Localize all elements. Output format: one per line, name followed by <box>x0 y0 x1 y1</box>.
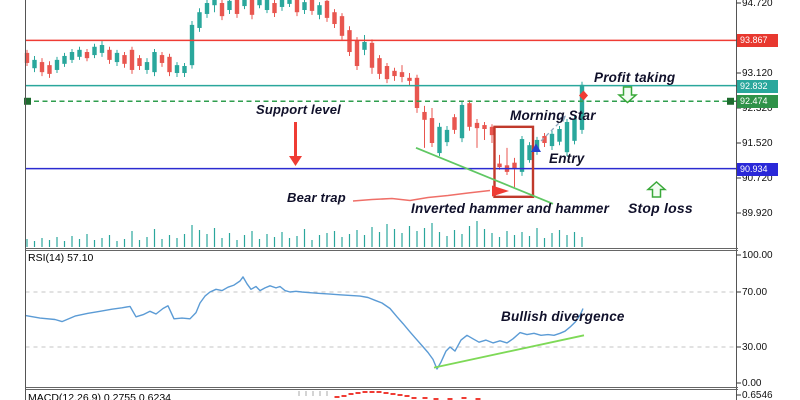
axis-tick-label: 92.320 <box>742 103 773 114</box>
axis-tick-label: 100.00 <box>742 250 773 261</box>
price-level-badge: 90.934 <box>737 162 778 176</box>
entry-annotation: Entry <box>549 151 585 166</box>
inverted-hammer-annotation: Inverted hammer and hammer <box>411 201 610 216</box>
bear-trap-annotation: Bear trap <box>287 190 346 205</box>
axis-tick-label: 0.00 <box>742 378 762 389</box>
bullish-divergence-annotation: Bullish divergence <box>501 309 625 324</box>
axis-tick-label: 0.6546 <box>742 390 773 400</box>
macd-indicator-label: MACD(12,26,9) 0.2755 0.6234 <box>28 392 172 400</box>
stop-loss-annotation: Stop loss <box>628 200 693 216</box>
rsi-indicator-label: RSI(14) 57.10 <box>28 252 94 264</box>
price-level-badge: 93.867 <box>737 33 778 47</box>
price-level-badge: 92.474 <box>737 94 778 108</box>
axis-tick-label: 91.520 <box>742 138 773 149</box>
axis-tick-label: 94.720 <box>742 0 773 9</box>
axis-tick-label: 89.920 <box>742 208 773 219</box>
axis-tick-label: 30.00 <box>742 342 768 353</box>
price-level-badge: 92.832 <box>737 79 778 93</box>
profit-taking-annotation: Profit taking <box>594 70 676 85</box>
axis-tick-label: 93.120 <box>742 68 773 79</box>
axis-tick-label: 90.720 <box>742 173 773 184</box>
support-level-annotation: Support level <box>256 102 341 117</box>
axis-tick-label: 70.00 <box>742 287 768 298</box>
morning-star-annotation: Morning Star <box>510 108 596 123</box>
